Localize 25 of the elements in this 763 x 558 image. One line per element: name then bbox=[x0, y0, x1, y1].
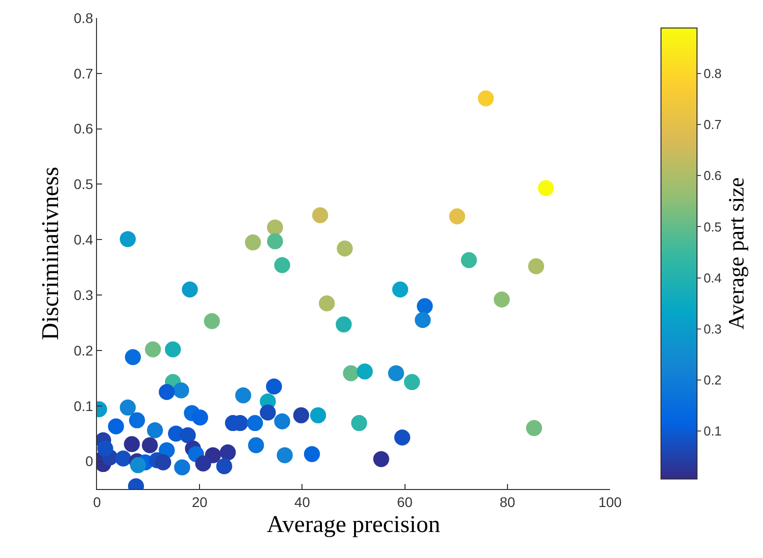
color-bar-label: 0.6 bbox=[704, 168, 722, 184]
y-tick-label: 0.2 bbox=[74, 342, 94, 358]
color-bar-label: 0.3 bbox=[704, 321, 722, 336]
color-bar-label: 0.2 bbox=[704, 372, 722, 388]
y-tick-label: 0.4 bbox=[74, 232, 94, 248]
color-bar-title: Average part size bbox=[724, 177, 749, 330]
color-bar-label: 0.1 bbox=[704, 424, 722, 439]
x-tick-label: 100 bbox=[598, 494, 622, 510]
y-tick-label: 0.1 bbox=[74, 398, 94, 414]
color-bar-label: 0.5 bbox=[704, 219, 722, 234]
y-tick-label: 0.8 bbox=[74, 10, 94, 26]
y-tick-label: 0 bbox=[85, 453, 94, 470]
x-tick-label: 80 bbox=[500, 494, 516, 510]
y-tick-label: 0.6 bbox=[74, 120, 94, 137]
y-axis-title: Discriminativness bbox=[38, 166, 64, 340]
color-bar-label: 0.8 bbox=[704, 66, 722, 82]
x-axis-title: Average precision bbox=[266, 512, 440, 538]
x-tick-label: 40 bbox=[294, 494, 310, 510]
x-tick-label: 60 bbox=[397, 494, 413, 510]
color-bar-label: 0.7 bbox=[704, 117, 722, 132]
y-tick-label: 0.5 bbox=[74, 176, 94, 192]
y-tick-label: 0.3 bbox=[74, 286, 94, 303]
color-bar-label: 0.4 bbox=[704, 270, 722, 286]
x-tick-label: 20 bbox=[192, 494, 208, 510]
y-tick-label: 0.7 bbox=[74, 65, 94, 82]
